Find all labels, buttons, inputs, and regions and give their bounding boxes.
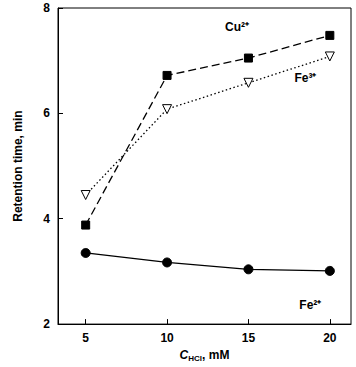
svg-text:Cu²⁺: Cu²⁺ <box>225 20 249 34</box>
svg-text:8: 8 <box>43 1 50 15</box>
svg-text:15: 15 <box>242 331 256 345</box>
svg-text:Retention time, min: Retention time, min <box>11 110 25 221</box>
svg-text:6: 6 <box>43 106 50 120</box>
svg-text:10: 10 <box>160 331 174 345</box>
svg-text:4: 4 <box>43 212 50 226</box>
svg-text:Fe³⁺: Fe³⁺ <box>294 71 316 85</box>
svg-text:5: 5 <box>82 331 89 345</box>
svg-text:HCl: HCl <box>188 354 202 363</box>
svg-text:20: 20 <box>323 331 337 345</box>
svg-text:Fe²⁺: Fe²⁺ <box>299 298 321 312</box>
svg-text:2: 2 <box>43 317 50 331</box>
svg-text:, mM: , mM <box>202 348 229 362</box>
svg-text:C: C <box>180 348 189 362</box>
